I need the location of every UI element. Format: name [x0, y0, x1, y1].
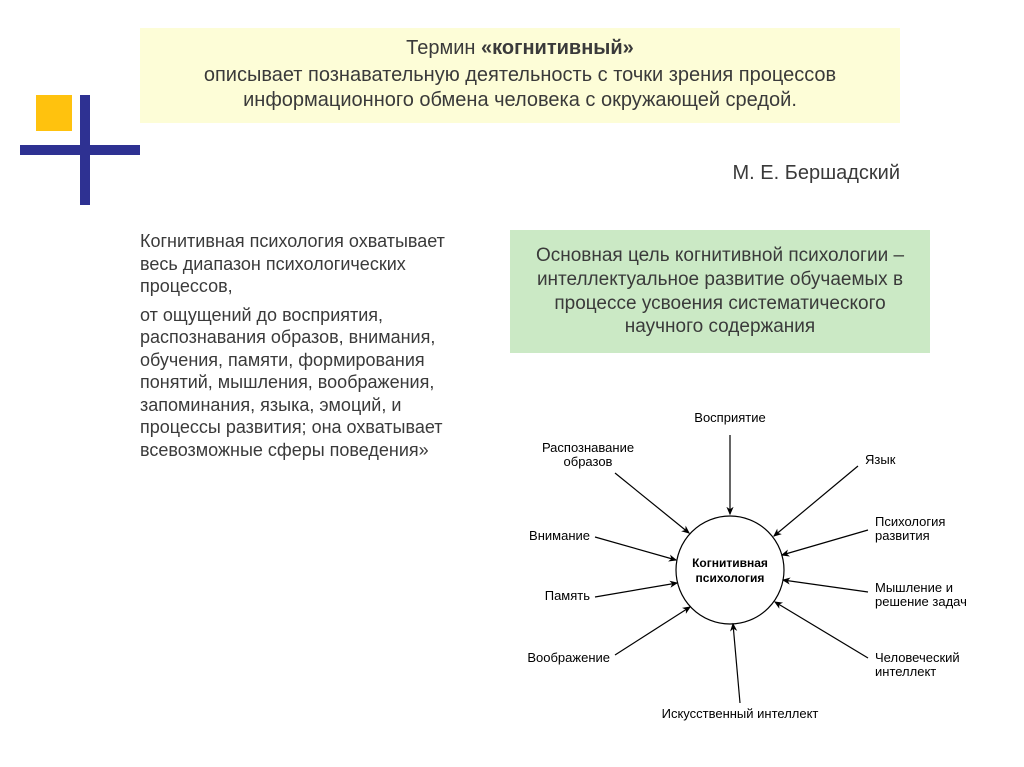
diagram-spoke-label: Восприятие — [694, 410, 765, 425]
left-paragraph-2: от ощущений до восприятия, распознавания… — [140, 304, 450, 462]
diagram-spoke-label: Язык — [865, 452, 896, 467]
diagram-spoke-label: Память — [545, 588, 591, 603]
diagram-arrow — [595, 583, 677, 597]
left-paragraph-1: Когнитивная психология охватывает весь д… — [140, 230, 450, 298]
term-prefix: Термин — [406, 37, 481, 59]
term-description: описывает познавательную деятельность с … — [158, 63, 882, 113]
diagram-spoke-label: решение задач — [875, 594, 967, 609]
diagram-center-label-1: Когнитивная — [692, 556, 768, 570]
diagram-spoke-label: Мышление и — [875, 580, 953, 595]
diagram-arrow — [595, 537, 676, 560]
header-definition-box: Термин «когнитивный» описывает познавате… — [140, 28, 900, 123]
diagram-arrow — [774, 466, 858, 536]
diagram-spoke-label: Психология — [875, 514, 945, 529]
goal-highlight-box: Основная цель когнитивной психологии – и… — [510, 230, 930, 353]
diagram-spoke-label: Воображение — [527, 650, 610, 665]
diagram-arrow — [783, 580, 868, 592]
diagram-spoke-label: образов — [564, 454, 613, 469]
diagram-spoke-label: Внимание — [529, 528, 590, 543]
cognitive-psychology-diagram: Когнитивнаяпсихология Восприятие Распознав… — [480, 400, 980, 740]
diagram-arrow — [615, 473, 689, 533]
diagram-center-label-2: психология — [696, 571, 765, 585]
diagram-spoke-label: развития — [875, 528, 930, 543]
deco-yellow-square — [36, 95, 72, 131]
diagram-spoke-label: Человеческий — [875, 650, 960, 665]
author-attribution: М. Е. Бершадский — [140, 162, 900, 185]
diagram-arrow — [782, 530, 868, 555]
diagram-arrow — [733, 624, 740, 703]
diagram-spoke-label: Искусственный интеллект — [662, 706, 819, 721]
term-bold: «когнитивный» — [481, 37, 634, 59]
diagram-spoke-label: Распознавание — [542, 440, 634, 455]
diagram-arrow — [615, 607, 690, 655]
corner-decoration — [20, 85, 150, 215]
diagram-arrow — [775, 602, 868, 658]
left-text-column: Когнитивная психология охватывает весь д… — [140, 230, 450, 461]
diagram-spoke-label: интеллект — [875, 664, 936, 679]
diagram-center-circle — [676, 516, 784, 624]
deco-vertical-bar — [80, 95, 90, 205]
